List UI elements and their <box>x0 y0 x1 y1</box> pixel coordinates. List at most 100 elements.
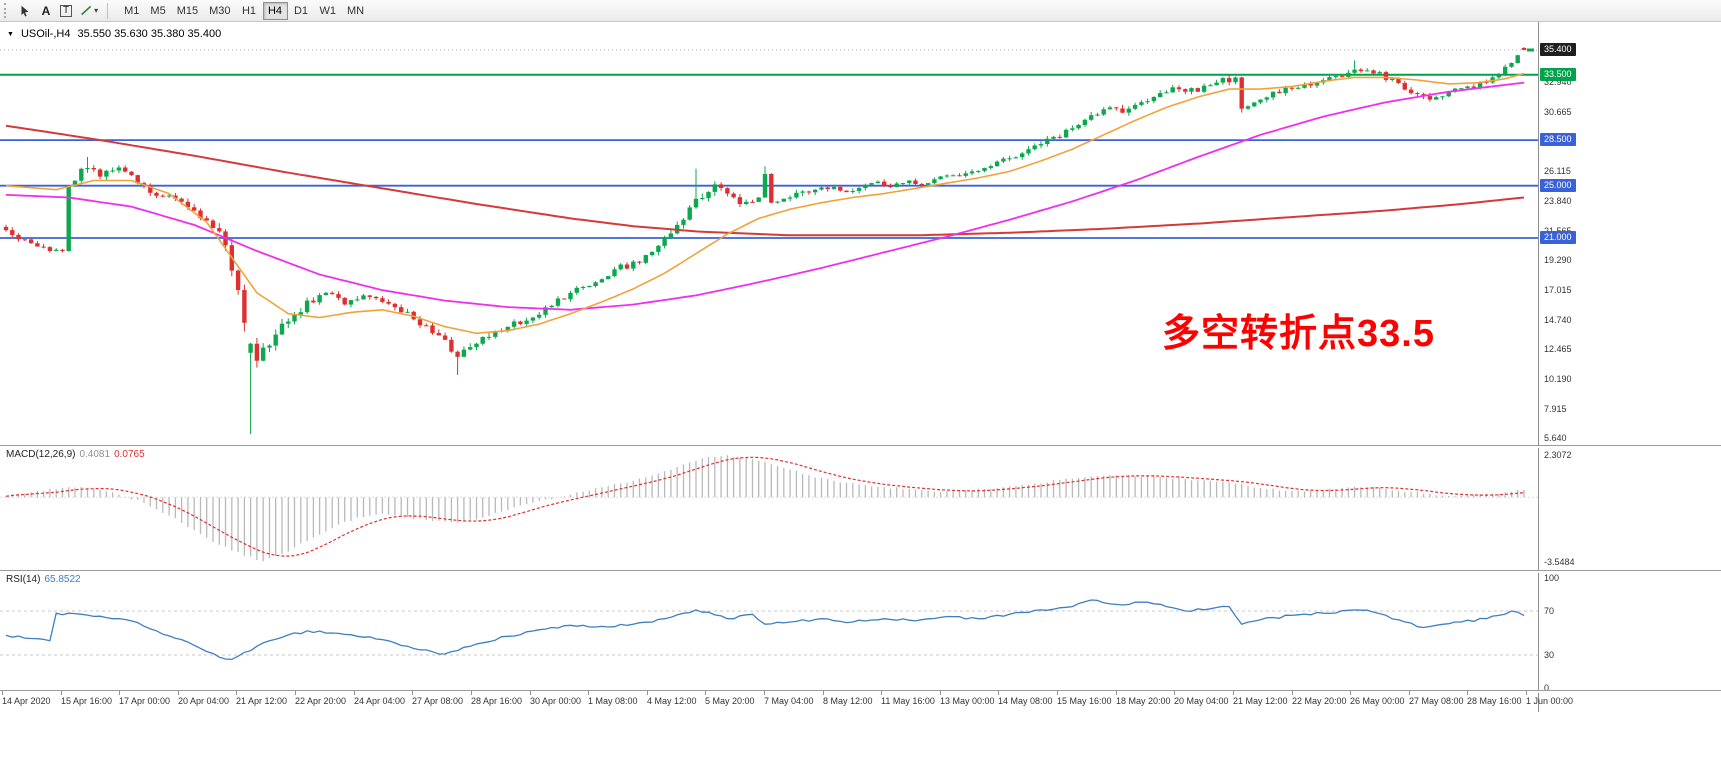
cursor-tool-button[interactable] <box>14 2 36 20</box>
time-axis-tick <box>764 691 765 695</box>
time-axis-label: 28 Apr 16:00 <box>471 696 523 706</box>
text-label-icon: A <box>41 3 51 18</box>
ma-mid-magenta-line <box>5 81 1525 311</box>
trendline-tool-icon <box>81 5 92 16</box>
time-axis-label: 4 May 12:00 <box>647 696 697 706</box>
panel-separator-rsi[interactable] <box>0 570 1721 573</box>
panel-separator-timeaxis[interactable] <box>0 690 1721 693</box>
time-axis-label: 22 Apr 20:00 <box>295 696 347 706</box>
macd-histogram <box>5 455 1525 562</box>
time-axis-label: 8 May 12:00 <box>823 696 873 706</box>
price-axis-label: 12.465 <box>1544 344 1572 355</box>
time-axis-tick <box>354 691 355 695</box>
time-axis-tick <box>1350 691 1351 695</box>
time-axis-tick <box>295 691 296 695</box>
rsi-axis-label: 70 <box>1544 606 1555 617</box>
timeframe-button-h4[interactable]: H4 <box>262 1 288 20</box>
time-axis-label: 1 May 08:00 <box>588 696 638 706</box>
price-axis-label: 5.640 <box>1544 433 1567 444</box>
time-axis-label: 15 Apr 16:00 <box>61 696 113 706</box>
panel-separator-macd[interactable] <box>0 445 1721 448</box>
time-axis-label: 27 May 08:00 <box>1409 696 1464 706</box>
rsi-axis-label: 30 <box>1544 650 1555 661</box>
time-axis-tick <box>588 691 589 695</box>
rsi-axis-label: 100 <box>1544 573 1560 584</box>
rsi-line <box>5 599 1525 661</box>
time-axis-label: 14 Apr 2020 <box>2 696 51 706</box>
time-axis-label: 11 May 16:00 <box>881 696 935 706</box>
price-tag-28.500: 28.500 <box>1540 133 1576 147</box>
time-axis-label: 27 Apr 08:00 <box>412 696 464 706</box>
price-axis-label: 19.290 <box>1544 255 1572 266</box>
time-axis-label: 22 May 20:00 <box>1292 696 1347 706</box>
time-axis-label: 26 May 00:00 <box>1350 696 1405 706</box>
timeframe-button-m1[interactable]: M1 <box>119 2 144 20</box>
rsi-panel-label: RSI(14) 65.8522 <box>6 574 81 585</box>
time-axis-label: 20 May 04:00 <box>1174 696 1229 706</box>
toolbar-separator <box>107 2 109 19</box>
timeframe-button-h1[interactable]: H1 <box>237 2 262 20</box>
timeframe-button-d1[interactable]: D1 <box>289 2 314 20</box>
timeframe-button-m5[interactable]: M5 <box>145 2 170 20</box>
timeframe-button-m15[interactable]: M15 <box>172 2 203 20</box>
time-axis-label: 14 May 08:00 <box>998 696 1053 706</box>
time-axis-tick <box>705 691 706 695</box>
chart-ohlc-values: 35.550 35.630 35.380 35.400 <box>77 28 222 40</box>
time-axis-label: 24 Apr 04:00 <box>354 696 406 706</box>
macd-signal-line <box>5 456 1525 557</box>
time-axis-tick <box>1409 691 1410 695</box>
time-axis-tick <box>2 691 3 695</box>
text-frame-icon: T <box>60 4 73 17</box>
time-axis-tick <box>236 691 237 695</box>
time-axis-label: 13 May 00:00 <box>940 696 995 706</box>
chart-symbol-period: USOil-,H4 <box>20 28 71 40</box>
price-tag-25.000: 25.000 <box>1540 178 1576 192</box>
price-axis-label: 30.665 <box>1544 106 1572 117</box>
price-axis-label: 10.190 <box>1544 374 1572 385</box>
last-price-marker <box>1527 48 1534 52</box>
top-toolbar: A T ▾ M1 M5 M15 M30 H1 H4 D1 W1 MN <box>0 0 1721 22</box>
time-axis-tick <box>61 691 62 695</box>
macd-axis-label: -3.5484 <box>1544 557 1575 568</box>
price-tag-21.000: 21.000 <box>1540 230 1576 244</box>
current-price-tag: 35.400 <box>1540 42 1576 56</box>
time-axis-label: 21 May 12:00 <box>1233 696 1288 706</box>
time-axis-tick <box>1057 691 1058 695</box>
time-axis-tick <box>647 691 648 695</box>
timeframe-button-m30[interactable]: M30 <box>204 2 235 20</box>
timeframe-button-group: M1 M5 M15 M30 H1 H4 D1 W1 MN <box>119 1 369 20</box>
toolbar-drag-handle[interactable] <box>4 3 9 18</box>
chart-header: ▼ USOil-,H4 35.550 35.630 35.380 35.400 <box>7 28 221 40</box>
text-label-tool-button[interactable]: A <box>36 2 56 20</box>
time-axis-label: 30 Apr 00:00 <box>530 696 582 706</box>
time-axis-label: 15 May 16:00 <box>1057 696 1112 706</box>
time-axis-tick <box>881 691 882 695</box>
timeframe-button-mn[interactable]: MN <box>342 2 369 20</box>
time-axis-tick <box>530 691 531 695</box>
text-frame-tool-button[interactable]: T <box>56 2 76 20</box>
ma-fast-orange-line <box>5 72 1525 335</box>
time-axis[interactable]: 14 Apr 2020 15 Apr 16:00 17 Apr 00:00 20 Ap… <box>0 690 1721 714</box>
time-axis-label: 7 May 04:00 <box>764 696 814 706</box>
macd-name: MACD(12,26,9) <box>6 449 76 460</box>
time-axis-label: 1 Jun 00:00 <box>1526 696 1574 706</box>
time-axis-label: 28 May 16:00 <box>1467 696 1522 706</box>
time-axis-label: 21 Apr 12:00 <box>236 696 288 706</box>
macd-axis-label: 2.3072 <box>1544 450 1572 461</box>
time-axis-tick <box>1526 691 1527 695</box>
price-tag-33.500: 33.500 <box>1540 67 1576 81</box>
rsi-name: RSI(14) <box>6 574 41 585</box>
dropdown-caret-icon: ▾ <box>94 6 99 15</box>
macd-signal-value: 0.0765 <box>114 449 145 460</box>
time-axis-tick <box>412 691 413 695</box>
timeframe-button-w1[interactable]: W1 <box>315 2 342 20</box>
price-axis[interactable]: 32.940 30.665 26.115 23.840 21.565 19.290 17.0… <box>1538 22 1720 712</box>
draw-tools-dropdown-button[interactable]: ▾ <box>76 2 102 20</box>
ma-slow-red-line <box>5 124 1525 237</box>
rsi-value: 65.8522 <box>44 574 81 585</box>
chart-menu-caret-icon[interactable]: ▼ <box>7 30 14 38</box>
chart-annotation: 多空转折点33.5 <box>1162 313 1435 355</box>
price-axis-label: 32.940 <box>1544 77 1572 88</box>
